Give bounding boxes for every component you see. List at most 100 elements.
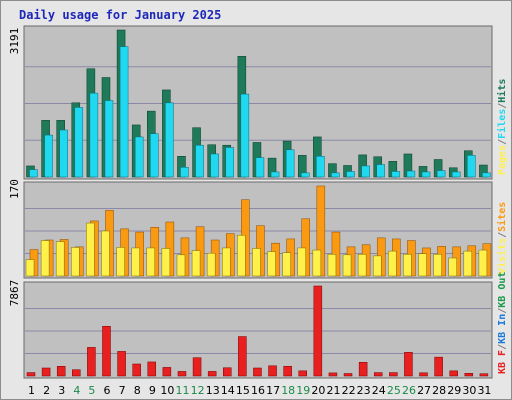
bar-sites — [463, 250, 473, 277]
x-tick-label: 25 — [387, 384, 401, 397]
hits-files-pages-legend: Pages/Files/Hits — [496, 79, 508, 175]
visits-sites-legend-item: / — [497, 232, 508, 238]
bar-files — [225, 147, 235, 178]
x-tick-label: 22 — [342, 384, 356, 397]
bar-files — [255, 157, 265, 178]
bar-sites — [357, 254, 367, 277]
x-tick-label: 18 — [281, 384, 295, 397]
bar-sites — [267, 251, 276, 277]
x-tick-label: 27 — [417, 384, 431, 397]
bar-files — [44, 134, 53, 178]
bar-files — [346, 171, 355, 178]
x-tick-label: 8 — [134, 384, 141, 397]
hits-files-pages-ymax-label: 3191 — [8, 28, 21, 55]
hits-files-pages-legend-item: Pages — [497, 145, 508, 175]
bar-sites — [222, 247, 231, 277]
bar-kbf — [419, 372, 428, 377]
bar-sites — [146, 247, 156, 277]
bar-sites — [388, 250, 397, 277]
kb-legend-item: KB In — [497, 314, 508, 344]
bar-sites — [372, 255, 382, 277]
bar-files — [361, 165, 370, 178]
x-tick-label: 11 — [176, 384, 190, 397]
bar-files — [421, 171, 431, 178]
bar-files — [482, 172, 491, 178]
bar-files — [59, 129, 68, 178]
kb-legend-item: / — [497, 308, 508, 314]
bar-sites — [206, 252, 216, 277]
bar-kbf — [56, 366, 66, 377]
x-tick-label: 24 — [372, 384, 386, 397]
bar-sites — [191, 250, 201, 277]
bar-sites — [252, 248, 261, 277]
bar-kbf — [177, 371, 187, 377]
bar-sites — [327, 254, 337, 277]
chart-title: Daily usage for January 2025 — [19, 8, 222, 22]
bar-kbf — [253, 367, 262, 377]
bar-files — [406, 170, 416, 178]
x-tick-label: 6 — [104, 384, 111, 397]
x-tick-label: 28 — [432, 384, 446, 397]
bar-sites — [403, 254, 412, 277]
bar-sites — [342, 254, 352, 277]
visits-sites-legend: Visits/Sites — [496, 202, 508, 274]
bar-sites — [478, 249, 488, 277]
bar-files — [210, 153, 219, 178]
x-tick-label: 4 — [73, 384, 80, 397]
bar-sites — [116, 247, 125, 277]
bar-sites — [433, 254, 442, 277]
bar-files — [89, 92, 99, 178]
bar-kbf — [313, 285, 323, 377]
bar-sites — [237, 234, 246, 277]
x-tick-label: 16 — [251, 384, 265, 397]
visits-sites-legend-item: Visits — [496, 238, 508, 274]
bar-sites — [71, 247, 80, 277]
bar-files — [104, 100, 114, 178]
bar-kbf — [147, 361, 157, 377]
bar-kbf — [358, 362, 368, 377]
bar-files — [316, 156, 325, 178]
bar-kbf — [132, 363, 141, 377]
bar-kbf — [223, 367, 232, 377]
x-tick-label: 1 — [28, 384, 35, 397]
x-tick-label: 20 — [311, 384, 325, 397]
bar-sites — [448, 257, 457, 277]
bar-files — [165, 102, 174, 178]
bar-sites — [86, 222, 95, 277]
bar-files — [270, 171, 280, 178]
kb-legend-item: KB F — [497, 350, 508, 374]
bar-kbf — [404, 352, 413, 377]
bar-files — [74, 107, 84, 178]
bar-files — [436, 170, 446, 178]
visits-sites-ymax-label: 170 — [8, 179, 21, 199]
bar-kbf — [389, 372, 398, 377]
bar-sites — [25, 259, 35, 277]
bar-kbf — [162, 367, 172, 377]
bar-kbf — [102, 325, 111, 377]
x-tick-label: 15 — [236, 384, 250, 397]
x-tick-label: 3 — [58, 384, 65, 397]
bar-files — [285, 149, 295, 178]
x-tick-label: 21 — [326, 384, 340, 397]
bar-sites — [176, 254, 186, 277]
x-tick-label: 9 — [149, 384, 156, 397]
bar-kbf — [41, 367, 51, 377]
bar-sites — [282, 252, 291, 277]
x-tick-label: 7 — [119, 384, 126, 397]
bar-files — [331, 172, 340, 178]
bar-sites — [131, 247, 140, 277]
x-tick-label: 26 — [402, 384, 416, 397]
bar-kbf — [238, 336, 247, 377]
bar-sites — [101, 230, 110, 277]
bar-kbf — [268, 365, 277, 377]
bar-kbf — [434, 356, 443, 377]
visits-sites-legend-item: Sites — [496, 202, 508, 232]
bar-sites — [418, 253, 427, 277]
bar-kbf — [72, 369, 81, 377]
hits-files-pages-legend-item: Hits — [496, 79, 508, 103]
bar-sites — [40, 240, 50, 277]
x-tick-label: 19 — [296, 384, 310, 397]
bar-files — [134, 136, 144, 178]
